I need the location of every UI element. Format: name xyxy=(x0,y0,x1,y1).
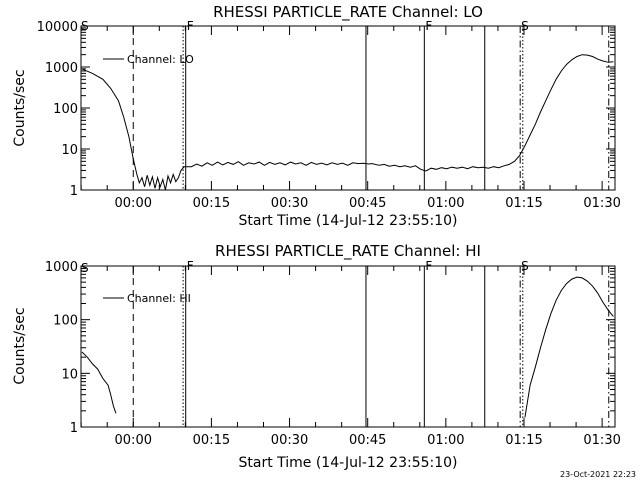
panel-hi-frame xyxy=(80,265,616,428)
x-tick-label: 00:15 xyxy=(193,433,230,448)
series-line xyxy=(524,276,614,418)
y-tick-label: 100 xyxy=(53,314,78,329)
x-tick-label: 01:15 xyxy=(505,433,542,448)
panel-lo-frame xyxy=(80,25,616,191)
x-tick-label: 01:15 xyxy=(505,196,542,211)
y-tick-label: 1 xyxy=(70,184,78,199)
panel-hi-legend: Channel: HI xyxy=(103,292,191,305)
x-tick-label: 00:45 xyxy=(349,433,386,448)
panel-lo: RHESSI PARTICLE_RATE Channel: LO Counts/… xyxy=(12,3,621,229)
date-stamp: 23-Oct-2021 22:23 xyxy=(560,470,636,479)
panel-lo-series xyxy=(81,54,614,191)
y-tick-label: 10 xyxy=(61,143,78,158)
panel-lo-legend-label: Channel: LO xyxy=(127,53,194,66)
x-tick-label: 01:30 xyxy=(583,196,620,211)
x-tick-label: 00:45 xyxy=(349,196,386,211)
x-tick-label: 00:15 xyxy=(193,196,230,211)
panel-hi-ticks: 1 10 100 1000 00:00 00:15 00:30 00:45 01:00 01:15… xyxy=(45,260,621,448)
panel-hi-series xyxy=(81,276,614,418)
y-tick-label: 10000 xyxy=(37,20,78,35)
panel-hi: RHESSI PARTICLE_RATE Channel: HI Counts/… xyxy=(12,242,621,471)
panel-hi-legend-label: Channel: HI xyxy=(127,292,191,305)
y-tick-label: 1000 xyxy=(45,260,78,275)
panel-hi-xlabel: Start Time (14-Jul-12 23:55:10) xyxy=(238,455,457,471)
panel-lo-ticks: 1 10 100 1000 10000 00:00 00:15 00:30 00:45 01:00… xyxy=(37,20,621,211)
y-tick-label: 1000 xyxy=(45,61,78,76)
panel-lo-title: RHESSI PARTICLE_RATE Channel: LO xyxy=(213,3,483,22)
panel-lo-ylabel: Counts/sec xyxy=(12,69,28,146)
y-tick-label: 1 xyxy=(70,421,78,436)
panel-hi-title: RHESSI PARTICLE_RATE Channel: HI xyxy=(215,242,481,261)
x-tick-label: 00:00 xyxy=(115,433,152,448)
panel-lo-legend: Channel: LO xyxy=(103,53,194,66)
x-tick-label: 00:00 xyxy=(115,196,152,211)
series-line xyxy=(81,54,614,191)
x-tick-label: 01:00 xyxy=(427,196,464,211)
x-tick-label: 00:30 xyxy=(271,433,308,448)
series-line xyxy=(81,351,117,414)
y-tick-label: 10 xyxy=(61,367,78,382)
x-tick-label: 01:00 xyxy=(427,433,464,448)
panel-hi-ylabel: Counts/sec xyxy=(12,307,28,384)
panel-lo-xlabel: Start Time (14-Jul-12 23:55:10) xyxy=(238,213,457,229)
y-tick-label: 100 xyxy=(53,102,78,117)
x-tick-label: 01:30 xyxy=(583,433,620,448)
x-tick-label: 00:30 xyxy=(271,196,308,211)
